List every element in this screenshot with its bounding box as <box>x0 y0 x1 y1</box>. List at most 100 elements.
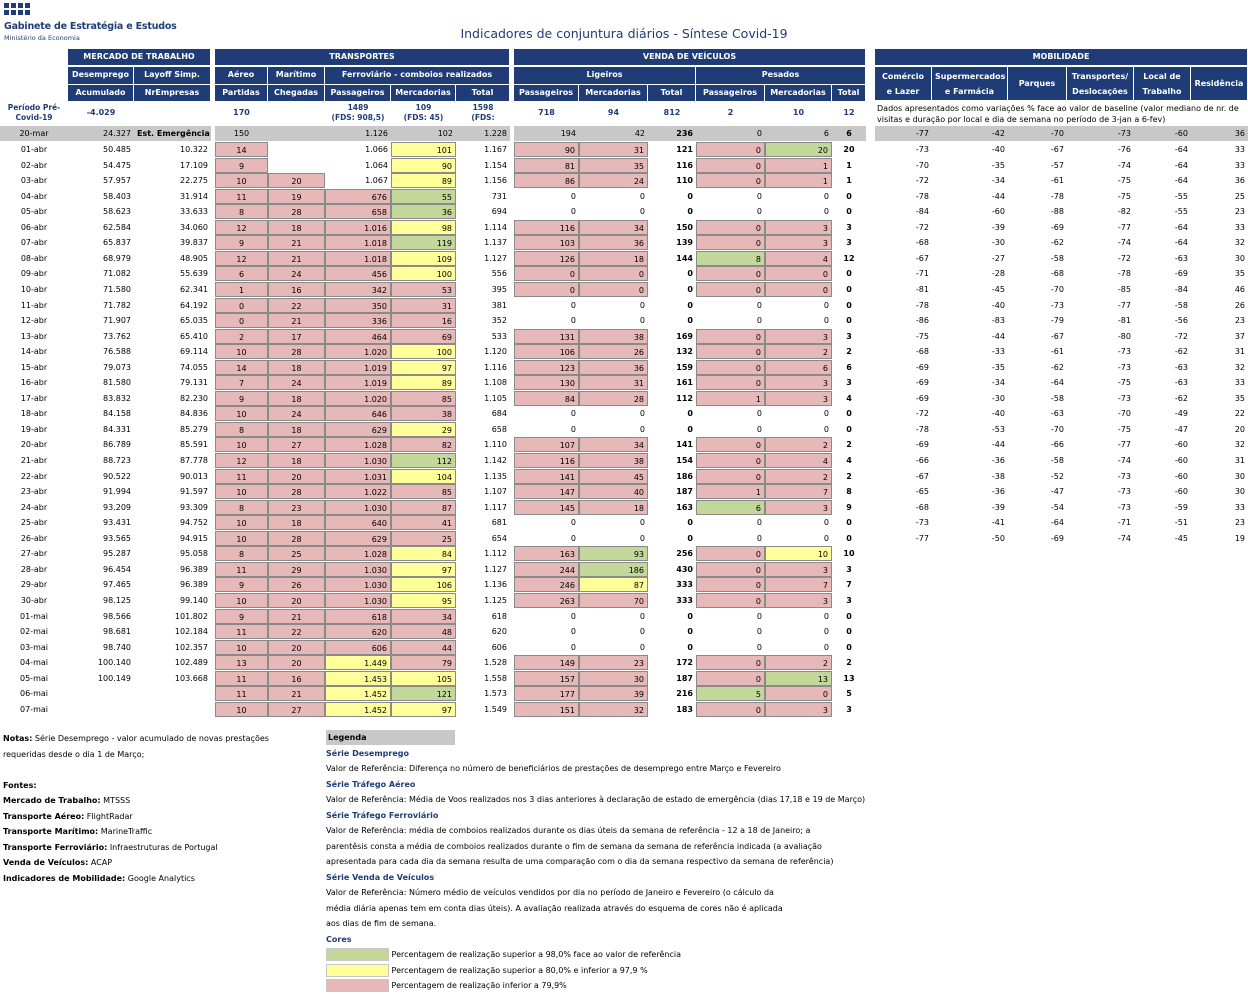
mobility-header-line: e Lazer <box>886 87 920 96</box>
table-cell: -39 <box>991 503 1005 512</box>
table-cell: 65.837 <box>103 238 131 247</box>
table-cell: 2 <box>215 329 268 344</box>
table-cell: 68.979 <box>103 254 131 263</box>
table-cell: -66 <box>915 456 929 465</box>
baseline-p-passageiros: 2 <box>727 108 734 117</box>
table-cell: 11 <box>215 686 268 701</box>
table-cell: 126 <box>514 251 579 266</box>
table-cell: -44 <box>991 192 1005 201</box>
table-cell: 1.120 <box>484 347 507 356</box>
row-date: 25-abr <box>20 518 48 527</box>
table-cell: 84.158 <box>103 409 131 418</box>
table-cell: -73 <box>915 145 929 154</box>
table-cell: 34 <box>579 220 648 235</box>
table-cell: 31 <box>1234 347 1245 356</box>
table-cell: 1.030 <box>325 577 391 592</box>
table-cell: -61 <box>1050 176 1064 185</box>
table-cell: -72 <box>915 223 929 232</box>
table-cell <box>1134 624 1191 639</box>
baseline-line: (FDS: 45) <box>403 113 444 122</box>
table-cell: -60 <box>1174 472 1188 481</box>
table-cell: 24 <box>268 406 325 421</box>
table-cell: 119 <box>391 235 456 250</box>
table-cell: 3 <box>765 329 832 344</box>
table-cell: 0 <box>696 655 765 670</box>
baseline-l-mercadorias: 94 <box>607 108 620 117</box>
table-cell: 89 <box>391 375 456 390</box>
table-cell: -68 <box>915 238 929 247</box>
table-cell: -88 <box>1050 207 1064 216</box>
table-cell: -69 <box>1174 269 1188 278</box>
table-cell: 98.681 <box>103 627 131 636</box>
row-date: 04-abr <box>20 192 48 201</box>
table-cell: 10 <box>215 702 268 717</box>
table-cell: 430 <box>676 565 693 574</box>
table-cell: 34 <box>579 437 648 452</box>
group-header-transportes: TRANSPORTES <box>215 49 510 65</box>
row-date: 07-abr <box>20 238 48 247</box>
table-cell <box>268 142 325 157</box>
legend-color-row: Percentagem de realização superior a 80,… <box>326 963 966 979</box>
table-cell: 19 <box>1234 534 1245 543</box>
table-cell: 2 <box>765 655 832 670</box>
table-cell: 1.127 <box>484 565 507 574</box>
table-cell: 90.522 <box>103 472 131 481</box>
table-cell: 1.573 <box>484 689 507 698</box>
table-cell: 0 <box>215 298 268 313</box>
row-date: 18-abr <box>20 409 48 418</box>
table-cell: 24 <box>268 266 325 281</box>
table-cell: 3 <box>846 565 852 574</box>
table-cell: 0 <box>696 671 765 686</box>
table-cell: -64 <box>1050 518 1064 527</box>
table-cell: -74 <box>1117 238 1131 247</box>
table-cell: -65 <box>915 487 929 496</box>
table-cell: 1.018 <box>325 251 391 266</box>
table-cell: 352 <box>491 316 507 325</box>
table-cell: 21 <box>268 686 325 701</box>
table-cell: -78 <box>1050 192 1064 201</box>
table-cell <box>1067 577 1134 592</box>
table-cell: 32 <box>579 702 648 717</box>
table-cell: -80 <box>1117 332 1131 341</box>
table-cell: 0 <box>696 562 765 577</box>
emergency-mobility: -73 <box>1067 126 1134 141</box>
table-cell: 0 <box>846 301 852 310</box>
row-date: 27-abr <box>20 549 48 558</box>
table-cell: -52 <box>1050 472 1064 481</box>
table-cell: 1.019 <box>325 375 391 390</box>
table-cell: 35 <box>579 158 648 173</box>
emergency-desemprego: 24.327 <box>68 126 134 141</box>
notes-line: Notas: Série Desemprego - valor acumulad… <box>3 731 303 762</box>
table-cell <box>1191 702 1248 717</box>
table-cell: -81 <box>915 285 929 294</box>
table-cell: 71.082 <box>103 269 131 278</box>
table-cell: 85.591 <box>180 440 208 449</box>
legend-colors-title: Cores <box>326 934 352 944</box>
table-cell: 26 <box>1234 301 1245 310</box>
table-cell: 86 <box>514 173 579 188</box>
mobility-header-line: Deslocações <box>1072 87 1128 96</box>
table-cell: 73.762 <box>103 332 131 341</box>
table-cell: 0 <box>579 266 648 281</box>
table-cell: -47 <box>1050 487 1064 496</box>
legend-panel: Legenda Série Desemprego Valor de Referê… <box>326 730 966 994</box>
table-cell: 618 <box>325 609 391 624</box>
table-cell: 18 <box>579 500 648 515</box>
legend-series-title: Série Tráfego Aéreo <box>326 779 416 789</box>
table-cell: 28 <box>579 391 648 406</box>
table-cell: 2 <box>765 437 832 452</box>
table-cell: -72 <box>915 409 929 418</box>
table-cell: 3 <box>765 220 832 235</box>
table-cell: 141 <box>514 469 579 484</box>
table-cell: 145 <box>514 500 579 515</box>
table-cell: 10 <box>215 173 268 188</box>
table-cell: 1.019 <box>325 360 391 375</box>
table-cell: 29 <box>391 422 456 437</box>
table-cell: 246 <box>514 577 579 592</box>
table-cell: 20 <box>268 173 325 188</box>
table-cell <box>1008 655 1067 670</box>
table-cell: 33.633 <box>180 207 208 216</box>
table-cell: 381 <box>491 301 507 310</box>
table-cell: 1.142 <box>484 456 507 465</box>
table-cell: -68 <box>915 503 929 512</box>
